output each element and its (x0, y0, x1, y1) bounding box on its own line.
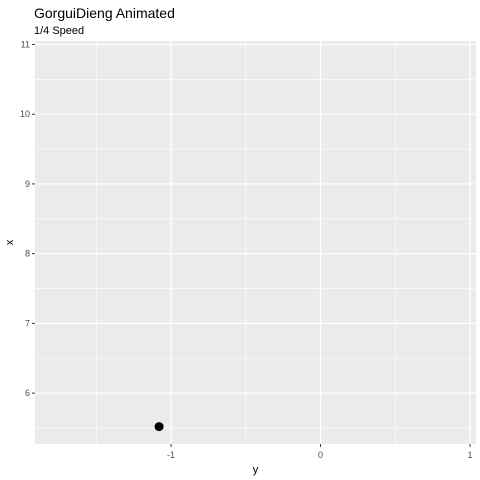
chart-title: GorguiDieng Animated (34, 5, 175, 21)
y-axis-title: x (4, 239, 16, 245)
y-tick-label: 9 (25, 179, 30, 189)
y-tick-label: 11 (21, 39, 30, 49)
y-tick-label: 10 (20, 109, 30, 119)
data-points (154, 422, 164, 432)
x-tick-label: 1 (468, 450, 473, 460)
x-tick-label: -1 (167, 450, 175, 460)
y-tick-label: 7 (25, 318, 30, 328)
chart-subtitle: 1/4 Speed (34, 25, 84, 37)
x-tick-label: 0 (318, 450, 323, 460)
x-axis: -1 0 1 (167, 444, 473, 460)
plot-panel (35, 41, 476, 444)
x-axis-title: y (253, 464, 259, 476)
y-tick-label: 8 (25, 249, 30, 259)
y-axis: 6 7 8 9 10 11 (20, 39, 35, 398)
grid-minor (35, 41, 476, 444)
y-tick-label: 6 (25, 388, 30, 398)
grid-major (35, 41, 476, 444)
data-point (154, 422, 164, 432)
